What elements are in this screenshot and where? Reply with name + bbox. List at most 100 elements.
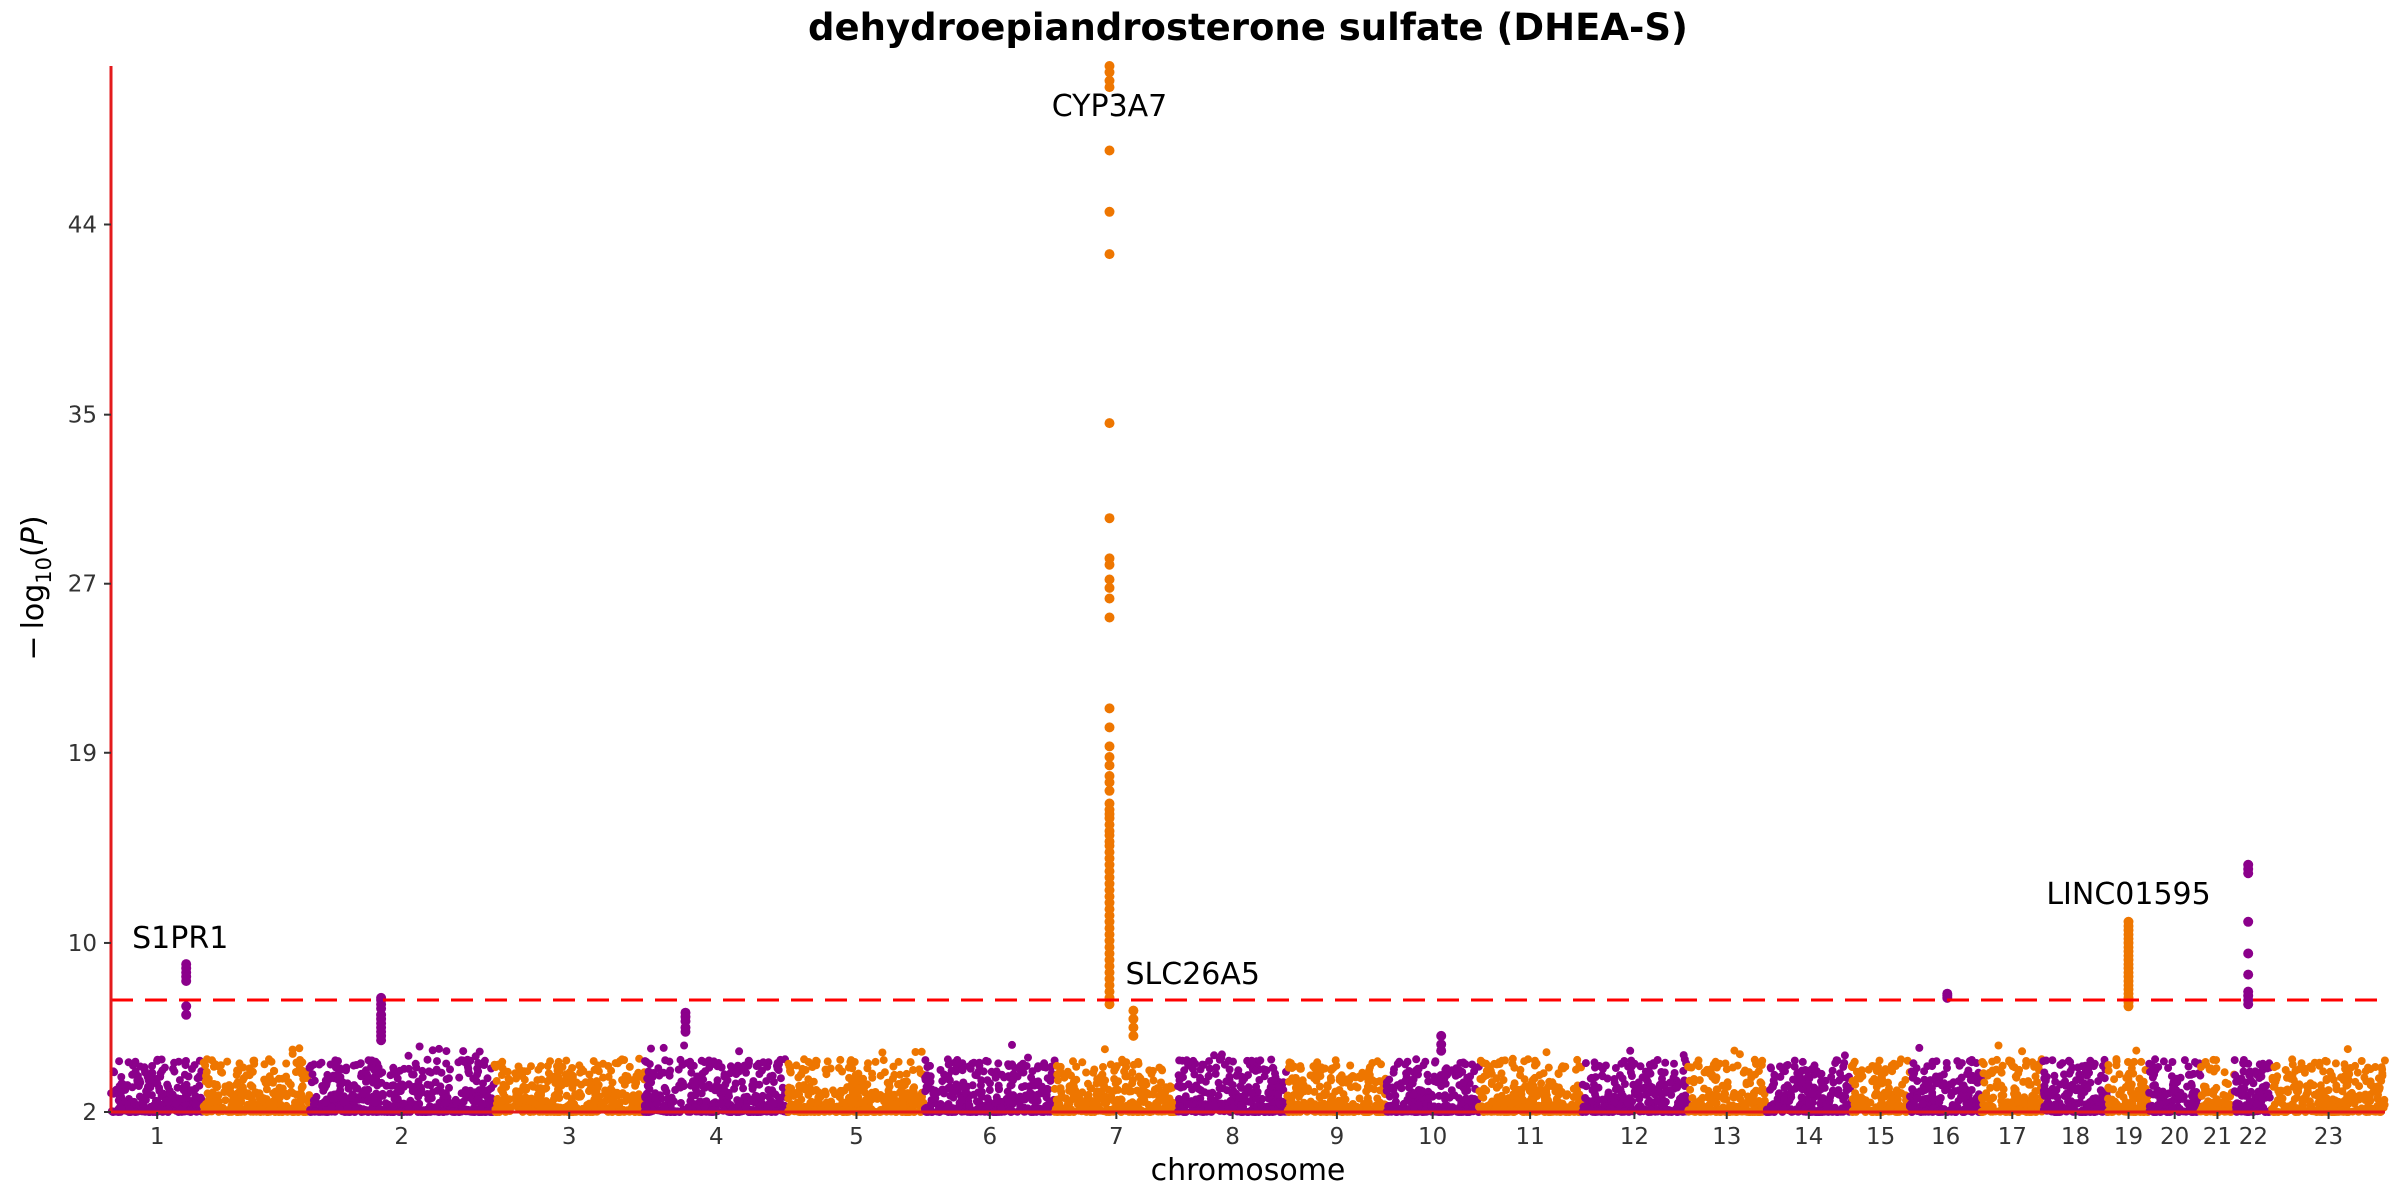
data-point — [661, 1056, 670, 1065]
data-point — [686, 1061, 695, 1070]
data-point — [388, 1103, 397, 1112]
data-point — [859, 1074, 868, 1083]
data-point — [871, 1057, 880, 1066]
data-point — [890, 1070, 899, 1079]
data-point — [1842, 1081, 1851, 1090]
data-point — [533, 1076, 542, 1085]
data-point — [233, 1078, 242, 1087]
data-point — [117, 1088, 126, 1097]
data-point — [367, 1056, 376, 1065]
chromosome-points-4 — [640, 1041, 792, 1116]
data-point — [226, 1087, 235, 1096]
data-point — [511, 1069, 520, 1078]
data-point — [312, 1092, 321, 1101]
data-point — [1306, 1097, 1315, 1106]
data-point — [1499, 1076, 1508, 1084]
data-point — [297, 1066, 306, 1075]
data-point — [297, 1094, 306, 1103]
data-point — [1569, 1093, 1578, 1102]
data-point — [923, 1063, 932, 1072]
data-point — [1256, 1056, 1265, 1065]
data-point — [1157, 1065, 1166, 1074]
data-point — [625, 1062, 634, 1071]
data-point — [499, 1080, 508, 1089]
data-point — [789, 1091, 798, 1100]
data-point — [894, 1057, 903, 1066]
data-point — [740, 1064, 749, 1073]
data-point — [700, 1058, 709, 1067]
data-point — [150, 1100, 159, 1109]
data-point — [1022, 1062, 1031, 1070]
data-point — [1685, 1076, 1694, 1085]
data-point — [1008, 1040, 1016, 1049]
data-point — [1644, 1098, 1653, 1107]
data-point — [653, 1099, 662, 1108]
data-point — [1139, 1081, 1148, 1090]
data-point — [642, 1089, 651, 1098]
data-point — [1217, 1054, 1226, 1062]
data-point — [1848, 1063, 1857, 1072]
data-point — [562, 1091, 571, 1100]
data-point — [561, 1070, 570, 1079]
data-point — [225, 1081, 234, 1090]
data-point — [1084, 1090, 1093, 1099]
data-point — [1549, 1101, 1558, 1110]
data-point — [1569, 1084, 1578, 1093]
data-point — [1041, 1087, 1049, 1095]
data-point — [982, 1056, 990, 1065]
data-point — [1775, 1089, 1784, 1098]
data-point — [885, 1078, 894, 1087]
data-point — [847, 1076, 856, 1085]
data-point — [1699, 1102, 1708, 1111]
data-point — [1128, 1068, 1137, 1077]
data-point — [776, 1074, 785, 1083]
data-point — [336, 1072, 345, 1081]
chromosome-points-16 — [1905, 1043, 1986, 1116]
data-point — [237, 1096, 246, 1105]
data-point — [608, 1078, 617, 1087]
data-point — [465, 1069, 473, 1078]
data-point — [851, 1086, 860, 1095]
data-point — [479, 1079, 487, 1088]
data-point — [747, 1097, 756, 1106]
data-point — [1915, 1043, 1924, 1052]
data-point — [1700, 1084, 1709, 1093]
data-point — [1033, 1090, 1042, 1099]
data-point — [899, 1103, 908, 1112]
data-point — [145, 1073, 154, 1082]
data-point — [1738, 1098, 1747, 1107]
data-point — [208, 1088, 217, 1097]
data-point — [479, 1086, 488, 1095]
data-point — [1176, 1083, 1185, 1092]
data-point — [1397, 1079, 1406, 1088]
data-point — [1189, 1056, 1198, 1065]
data-point — [1454, 1094, 1463, 1103]
data-point — [1870, 1074, 1879, 1083]
data-point — [1797, 1093, 1806, 1102]
chromosome-points-1 — [107, 1055, 207, 1116]
data-point — [1660, 1068, 1669, 1077]
data-point — [562, 1079, 571, 1088]
data-point — [1935, 1098, 1944, 1107]
data-point — [1994, 1041, 2003, 1050]
data-point — [680, 1041, 689, 1050]
data-point — [723, 1076, 732, 1085]
data-point — [176, 1094, 185, 1103]
data-point — [1798, 1066, 1807, 1075]
data-point — [459, 1056, 468, 1065]
data-point — [606, 1084, 615, 1093]
data-point — [966, 1064, 975, 1073]
data-point — [344, 1084, 353, 1093]
data-point — [437, 1068, 446, 1077]
data-point — [1069, 1081, 1078, 1090]
data-point — [1214, 1091, 1223, 1100]
data-point — [498, 1097, 507, 1105]
data-point — [1251, 1066, 1260, 1075]
data-point — [994, 1059, 1003, 1068]
data-point — [647, 1044, 655, 1053]
data-point — [1957, 1059, 1966, 1068]
data-point — [684, 1103, 693, 1112]
data-point — [847, 1056, 856, 1065]
data-point — [1009, 1070, 1018, 1079]
data-point — [209, 1062, 218, 1071]
